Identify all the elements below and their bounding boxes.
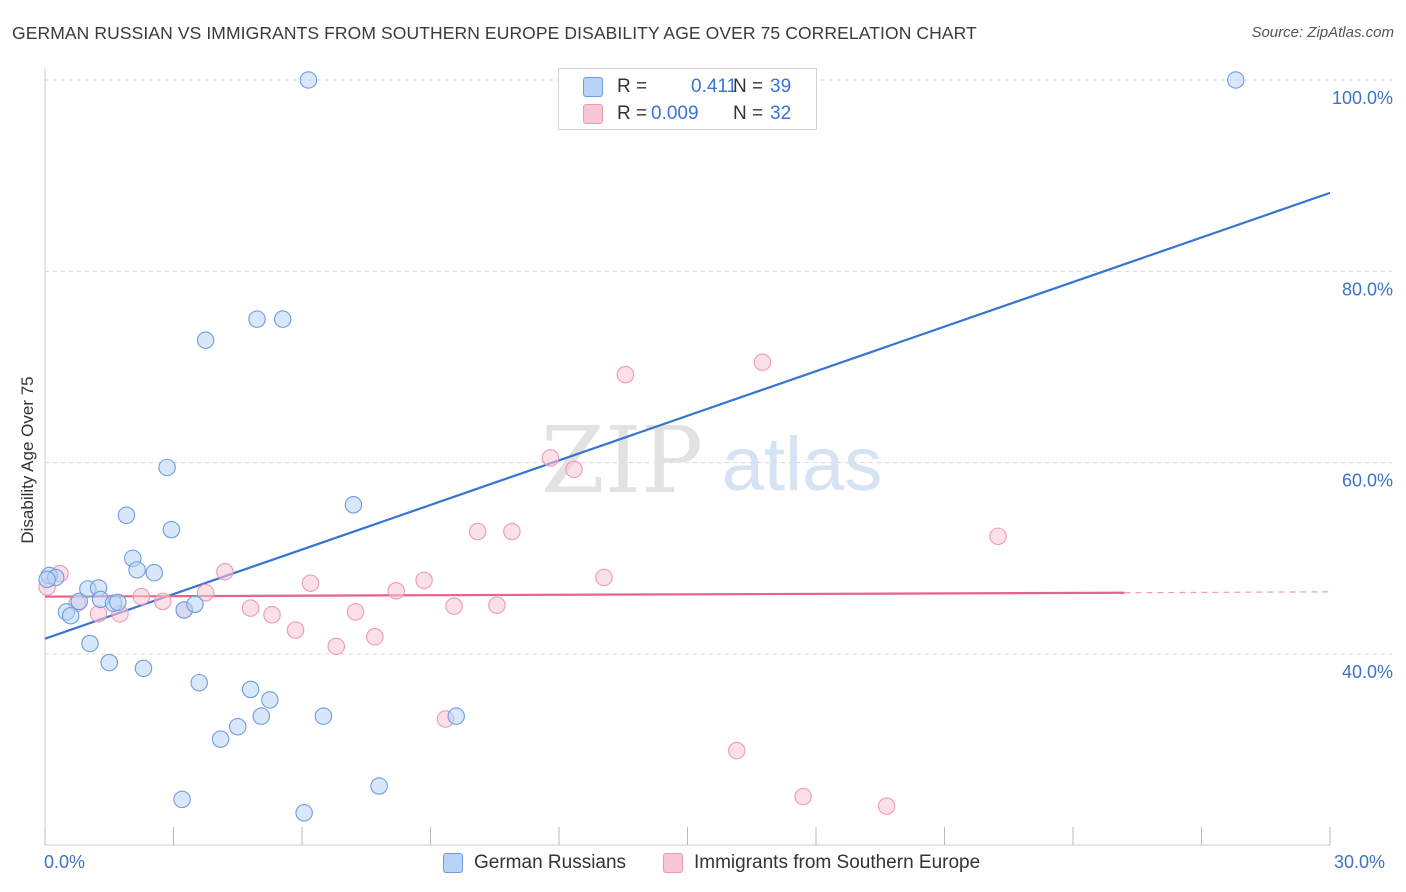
blue-data-point [261,691,279,709]
pink-data-point [753,353,772,371]
blue-data-point [38,570,56,589]
pink-data-point [488,596,506,614]
r-label: R = [617,102,648,124]
pink-data-point [415,571,433,590]
stats-row-pink: R = 0.009 N = 32 [583,100,815,127]
pink-data-point [366,628,384,646]
pink-data-point [154,592,172,611]
blue-data-point [145,563,163,582]
pink-data-point [263,606,281,624]
blue-data-point [190,673,208,692]
y-tick-label: 80.0% [1342,279,1393,299]
legend-swatch-blue [443,853,463,873]
pink-data-point [468,522,487,541]
pink-trend-extension [1124,591,1331,594]
pink-data-point [286,621,305,639]
x-tick-label-min: 0.0% [44,852,86,872]
watermark: ZIP atlas [541,407,882,514]
blue-data-point [117,506,136,525]
pink-data-point [565,460,583,479]
trend-layer [44,191,1331,640]
pink-data-point [445,597,463,615]
axis-layer [44,68,1331,846]
blue-data-point [100,653,119,672]
legend-swatch-pink [663,853,683,873]
blue-data-point [109,593,127,612]
blue-data-point [186,595,204,614]
blue-trend-line [44,191,1331,640]
blue-data-point [229,717,247,736]
blue-data-point [295,804,313,822]
legend-label: German Russians [474,852,627,873]
blue-data-point [314,707,333,725]
pink-data-point [216,562,234,581]
blue-data-point [61,606,80,625]
pink-data-point [616,365,635,384]
blue-data-point [196,331,215,349]
pink-swatch [583,103,603,124]
blue-data-point [1227,71,1245,89]
n-label: N = [733,102,764,124]
y-axis-label: Disability Age Over 75 [18,376,37,544]
blue-data-point [248,310,266,328]
blue-data-point [158,458,176,477]
blue-data-point [173,790,191,809]
pink-data-point [89,605,108,623]
pink-data-point [503,522,521,541]
legend-item-german-russians: German Russians [443,852,626,874]
r-value: 0.411 [691,75,738,97]
pink-data-point [346,603,365,621]
blue-data-point [211,730,230,748]
pink-data-point [387,582,405,600]
blue-data-point [128,561,146,579]
stats-legend: R = 0.411 N = 39 R = 0.009 N = 32 [558,68,817,130]
blue-data-point [447,707,465,725]
source-credit: Source: ZipAtlas.com [1251,24,1394,41]
blue-swatch [583,76,603,97]
r-label: R = [617,75,648,97]
legend-label: Immigrants from Southern Europe [694,852,981,873]
pink-data-point [989,527,1007,546]
n-label: N = [733,75,764,97]
blue-data-point [299,71,318,89]
blue-data-point [273,310,292,328]
blue-data-point [241,680,260,699]
blue-data-point [81,634,99,653]
y-tick-label: 40.0% [1342,662,1393,682]
pink-data-point [327,637,346,656]
legend-item-southern-europe: Immigrants from Southern Europe [663,852,980,874]
y-tick-label: 100.0% [1332,88,1393,108]
pink-data-point [877,797,896,815]
points-layer [38,71,1245,822]
chart-title: GERMAN RUSSIAN VS IMMIGRANTS FROM SOUTHE… [12,23,977,43]
y-tick-labels: 40.0% 60.0% 80.0% 100.0% [1332,88,1393,682]
y-tick-label: 60.0% [1342,471,1393,491]
n-value: 39 [770,75,792,97]
blue-data-point [252,707,271,725]
pink-data-point [595,568,613,587]
r-value: 0.009 [651,102,699,124]
blue-data-point [70,592,89,611]
watermark-zip: ZIP [541,407,703,514]
pink-data-point [728,741,746,760]
blue-data-point [370,777,388,795]
blue-data-point [344,496,363,514]
series-legend: German Russians Immigrants from Southern… [0,852,1406,878]
x-tick-label-max: 30.0% [1334,852,1386,872]
pink-data-point [196,584,215,602]
pink-data-point [541,449,560,467]
pink-data-point [301,574,320,592]
n-value: 32 [770,102,792,124]
pink-data-point [794,787,812,806]
stats-row-blue: R = 0.411 N = 39 [583,73,815,100]
blue-data-point [134,659,153,678]
blue-data-point [162,520,181,539]
watermark-atlas: atlas [722,422,883,507]
pink-trend-line [44,591,1125,598]
pink-data-point [132,587,151,606]
pink-data-point [241,599,260,617]
